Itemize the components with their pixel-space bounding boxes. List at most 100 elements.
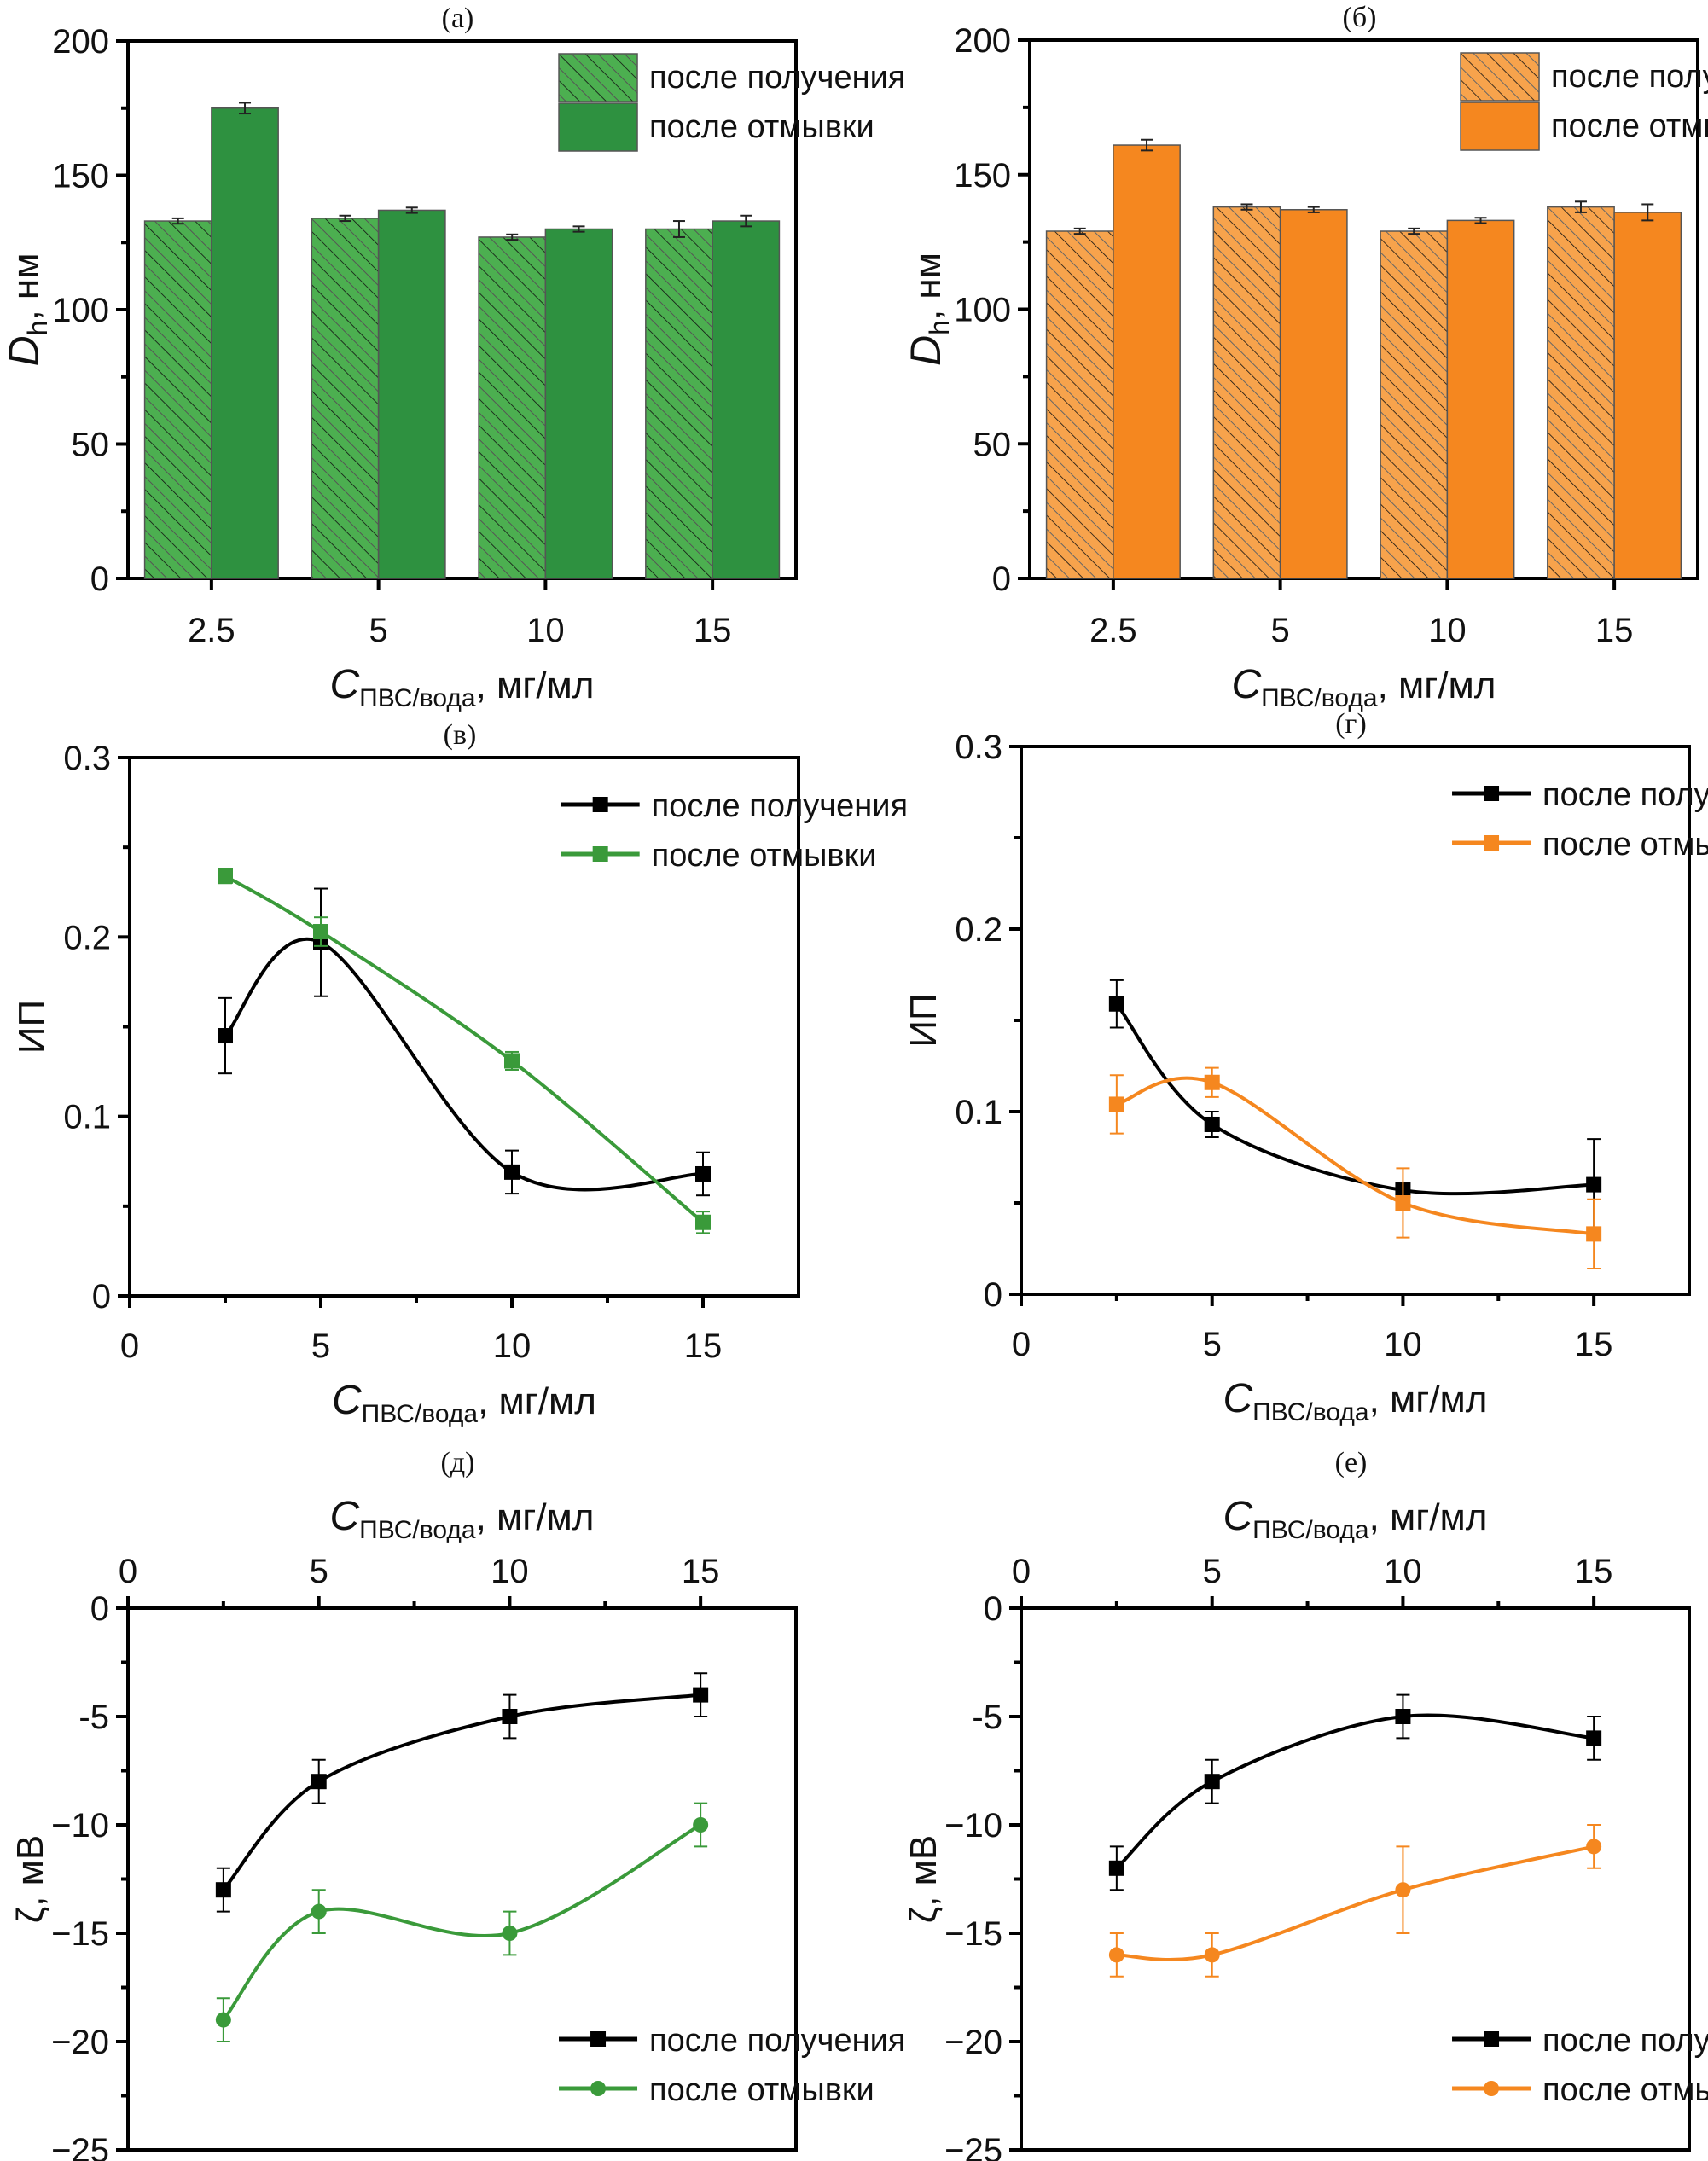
- bar-after-preparation: [645, 228, 713, 579]
- bar-after-preparation: [1045, 230, 1114, 579]
- x-title-subscript: ПВС/вода: [1252, 1398, 1369, 1426]
- data-point-after-washing: [1395, 1195, 1411, 1211]
- x-tick-label: 10: [1428, 612, 1467, 649]
- x-tick-label: 5: [1271, 612, 1290, 649]
- legend-label: после отмывки: [1551, 108, 1708, 144]
- bar-after-washing: [1113, 144, 1181, 579]
- bar-after-washing: [377, 209, 446, 579]
- y-tick-label: 150: [52, 158, 109, 195]
- data-point-after-washing: [215, 2012, 231, 2028]
- data-point-after-preparation: [695, 1165, 711, 1182]
- y-tick-label: 150: [954, 157, 1011, 195]
- y-tick-label: −15: [51, 1915, 109, 1953]
- legend-label: после отмывки: [652, 838, 877, 874]
- data-point-after-preparation: [1108, 996, 1124, 1012]
- series-line-after-preparation: [1115, 1713, 1595, 1870]
- x-tick-label: 15: [684, 1327, 723, 1365]
- panel-e: (е) −25 −20 −15 −10 -5 0 ζ, мВ 0 5 10 15 CПВС/вода, …: [903, 1447, 1708, 2161]
- x-title-unit: , мг/мл: [476, 1496, 595, 1538]
- y-tick-label: −10: [944, 1807, 1002, 1844]
- x-axis-title: CПВС/вода, мг/мл: [330, 1494, 595, 1544]
- y-tick-label: 200: [52, 23, 109, 61]
- panel-g: (г) 0 0.1 0.2 0.3 ИП 0 5 10 15 CПВС/вода, мг/мл пос…: [903, 708, 1708, 1426]
- x-title-symbol: C: [330, 1494, 360, 1539]
- y-tick-label: 0: [90, 561, 109, 598]
- data-point-after-preparation: [693, 1687, 709, 1703]
- series-line-after-washing: [1116, 1076, 1595, 1236]
- x-tick-label: 0: [120, 1327, 139, 1365]
- y-axis-title: Dh, нм: [902, 253, 955, 366]
- x-tick-label: 10: [491, 1553, 529, 1590]
- legend-label: после получения: [1551, 59, 1708, 95]
- data-point-after-washing: [1204, 1074, 1220, 1090]
- legend-label: после отмывки: [1542, 827, 1708, 863]
- y-tick-label: −20: [944, 2024, 1002, 2061]
- data-point-after-preparation: [311, 1774, 327, 1790]
- legend-marker: [1484, 786, 1500, 801]
- data-point-after-preparation: [504, 1164, 520, 1180]
- bar-after-preparation: [143, 220, 212, 579]
- y-title-symbol: D: [902, 335, 950, 366]
- legend-label: после отмывки: [649, 2072, 874, 2108]
- y-title-text: ИП: [11, 1000, 53, 1054]
- x-title-unit: , мг/мл: [476, 665, 595, 706]
- data-point-after-preparation: [1395, 1709, 1411, 1724]
- y-title-text: ζ, мВ: [9, 1835, 51, 1923]
- x-title-subscript: ПВС/вода: [1252, 1516, 1369, 1544]
- x-axis-title: CПВС/вода, мг/мл: [1232, 662, 1496, 712]
- legend-label: после отмывки: [1542, 2072, 1708, 2108]
- x-tick-label: 5: [1203, 1553, 1222, 1590]
- y-tick-label: 0: [92, 1278, 111, 1316]
- data-point-after-preparation: [502, 1709, 518, 1724]
- data-point-after-washing: [1108, 1947, 1124, 1963]
- y-title-unit: , нм: [907, 253, 949, 320]
- legend-marker: [590, 2081, 607, 2096]
- data-point-after-washing: [502, 1926, 518, 1941]
- x-title-symbol: C: [332, 1378, 362, 1423]
- legend-marker: [592, 846, 608, 862]
- data-point-after-preparation: [218, 1028, 233, 1044]
- data-point-after-washing: [313, 924, 328, 940]
- y-tick-label: 0: [992, 561, 1011, 598]
- plot-frame: [1020, 1606, 1691, 2152]
- y-tick-label: 0.2: [63, 919, 111, 956]
- y-axis-title: ζ, мВ: [903, 1835, 944, 1923]
- y-tick-label: -5: [972, 1699, 1002, 1736]
- series-line-after-preparation: [224, 938, 704, 1192]
- x-tick-label: 10: [1384, 1326, 1422, 1363]
- x-tick-label: 0: [1012, 1553, 1031, 1590]
- legend-marker: [1484, 2081, 1500, 2096]
- bar-after-preparation: [311, 218, 380, 579]
- y-tick-label: 0.2: [955, 911, 1002, 949]
- series-line-after-washing: [222, 1823, 702, 2021]
- data-point-after-washing: [1204, 1947, 1220, 1963]
- bar-after-washing: [544, 228, 613, 579]
- y-tick-label: 0.1: [63, 1099, 111, 1136]
- x-title-unit: , мг/мл: [1369, 1379, 1488, 1420]
- y-tick-label: 0: [984, 1276, 1002, 1314]
- data-point-after-preparation: [1586, 1730, 1602, 1746]
- data-point-after-preparation: [1586, 1176, 1602, 1193]
- y-tick-label: −10: [51, 1807, 109, 1844]
- y-title-symbol: D: [0, 335, 48, 366]
- y-tick-label: −25: [944, 2132, 1002, 2161]
- legend-swatch: [1460, 52, 1540, 102]
- y-tick-label: 50: [72, 427, 110, 464]
- y-tick-label: 0.3: [63, 740, 111, 777]
- x-axis-title: CПВС/вода, мг/мл: [330, 662, 595, 712]
- y-title-text: ζ, мВ: [903, 1835, 944, 1923]
- data-point-after-washing: [218, 868, 233, 884]
- x-title-unit: , мг/мл: [478, 1380, 596, 1422]
- y-tick-label: 200: [954, 22, 1011, 60]
- x-tick-label: 15: [1575, 1553, 1613, 1590]
- x-tick-label: 15: [694, 612, 732, 649]
- data-point-after-washing: [1108, 1096, 1124, 1112]
- y-axis-title: ИП: [11, 1000, 53, 1054]
- panel-label: (в): [444, 719, 477, 751]
- x-tick-label: 10: [493, 1327, 532, 1365]
- bar-after-preparation: [1380, 230, 1449, 579]
- x-title-subscript: ПВС/вода: [359, 684, 476, 712]
- x-tick-label: 0: [119, 1553, 137, 1590]
- panel-label: (г): [1335, 708, 1367, 740]
